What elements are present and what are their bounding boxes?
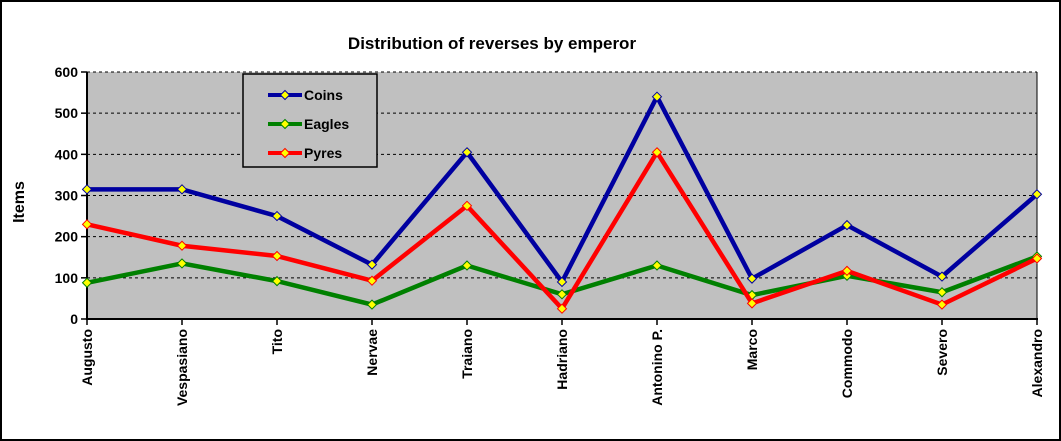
data-point-marker-pyres <box>461 200 473 211</box>
legend-marker-diamond-icon <box>279 147 291 159</box>
data-point-marker-eagles <box>461 260 473 271</box>
data-point-marker-coins <box>1031 189 1043 200</box>
data-point-marker-coins <box>651 91 663 102</box>
y-tick-label: 300 <box>55 188 79 204</box>
legend-marker-diamond-icon <box>279 89 291 101</box>
legend-item-eagles: Eagles <box>268 116 349 132</box>
legend-marker-diamond-icon <box>279 118 291 130</box>
y-axis-tick-labels: 0 100 200 300 400 500 600 <box>55 64 79 327</box>
data-point-marker-pyres <box>271 250 283 262</box>
data-point-marker-coins <box>936 271 948 282</box>
data-point-marker-coins <box>366 259 378 270</box>
x-tick-label: Nervae <box>364 329 380 376</box>
data-point-marker-eagles <box>556 289 568 300</box>
legend-box <box>242 73 378 168</box>
legend-label-eagles: Eagles <box>304 116 349 132</box>
data-point-marker-coins <box>81 184 93 195</box>
data-point-marker-pyres <box>366 275 378 286</box>
x-axis-tick-labels: Augusto Vespasiano Tito Nervae Traiano Hadria… <box>79 329 1045 406</box>
x-tick-label: Commodo <box>839 329 855 398</box>
x-tick-label: Tito <box>269 329 285 354</box>
data-point-marker-pyres <box>746 298 758 309</box>
x-tick-label: Augusto <box>79 329 95 386</box>
data-point-marker-pyres <box>556 303 568 314</box>
chart-title: Distribution of reverses by emperor <box>348 34 637 53</box>
x-tick-label: Traiano <box>459 329 475 379</box>
data-point-marker-eagles <box>936 287 948 298</box>
data-point-marker-coins <box>271 210 283 222</box>
legend-label-coins: Coins <box>304 87 343 103</box>
data-point-marker-pyres <box>841 265 853 277</box>
y-tick-label: 500 <box>55 105 79 121</box>
data-point-marker-pyres <box>176 240 188 251</box>
y-tick-label: 0 <box>70 311 78 327</box>
x-tick-label: Antonino P. <box>649 329 665 406</box>
data-point-marker-eagles <box>366 299 378 310</box>
data-point-marker-coins <box>841 219 853 231</box>
x-tick-label: Hadriano <box>554 329 570 390</box>
data-point-marker-pyres <box>1031 253 1043 264</box>
x-tick-label: Marco <box>744 329 760 370</box>
data-point-marker-pyres <box>936 299 948 310</box>
y-tick-label: 100 <box>55 270 79 286</box>
series-lines <box>81 91 1043 314</box>
legend-item-coins: Coins <box>268 87 343 103</box>
x-tick-label: Severo <box>934 329 950 376</box>
data-point-marker-eagles <box>176 258 188 269</box>
series-pyres <box>81 147 1043 314</box>
y-tick-label: 600 <box>55 64 79 80</box>
x-tick-label: Alexandro <box>1029 329 1045 397</box>
data-point-marker-pyres <box>651 147 663 158</box>
data-point-marker-coins <box>746 273 758 284</box>
legend: Coins Eagles Pyres <box>242 73 378 168</box>
data-point-marker-eagles <box>271 275 283 287</box>
data-point-marker-coins <box>556 276 568 288</box>
data-point-marker-eagles <box>81 277 93 288</box>
data-point-marker-eagles <box>651 260 663 271</box>
y-tick-label: 400 <box>55 146 79 162</box>
data-point-marker-coins <box>176 184 188 195</box>
legend-label-pyres: Pyres <box>304 145 342 161</box>
data-point-marker-coins <box>461 147 473 158</box>
legend-item-pyres: Pyres <box>268 145 342 161</box>
y-tick-label: 200 <box>55 229 79 245</box>
series-coins <box>81 91 1043 288</box>
x-tick-label: Vespasiano <box>174 329 190 406</box>
data-point-marker-pyres <box>81 219 93 230</box>
y-axis-title: Items <box>11 181 28 223</box>
